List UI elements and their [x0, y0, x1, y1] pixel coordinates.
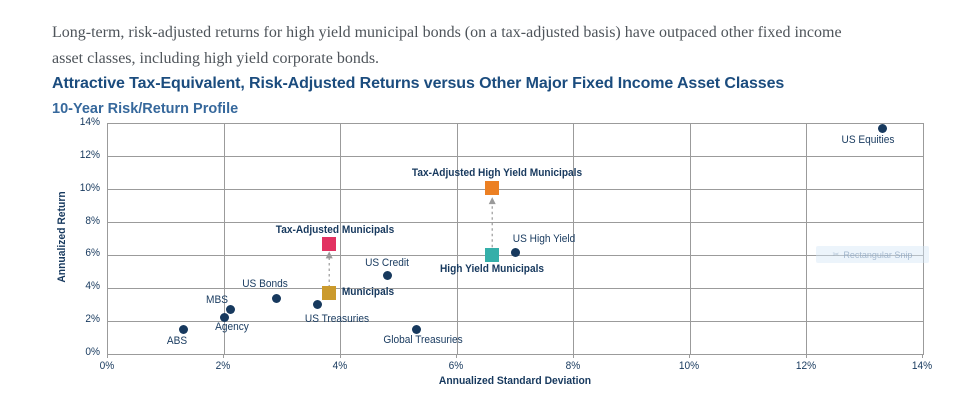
x-axis-tick	[456, 354, 458, 358]
x-axis-tick	[572, 354, 574, 358]
data-point-label: US Credit	[365, 257, 410, 270]
x-axis-tick	[922, 354, 923, 358]
x-axis-tick-label: 4%	[332, 360, 348, 372]
y-axis-tick-label: 2%	[85, 313, 100, 326]
data-point-marker	[485, 248, 500, 263]
x-axis-tick	[107, 354, 108, 358]
x-axis-tick-label: 0%	[99, 360, 115, 372]
data-point-label: ABS	[166, 335, 187, 348]
intro-paragraph: Long-term, risk-adjusted returns for hig…	[52, 20, 952, 72]
tax-adjustment-arrows	[325, 197, 496, 288]
data-point-label: US High Yield	[512, 233, 575, 246]
data-point-marker	[322, 236, 337, 251]
y-gridline	[108, 189, 923, 191]
x-gridline	[689, 124, 691, 354]
data-point-label: Tax-Adjusted Municipals	[275, 223, 395, 236]
data-point-label: Municipals	[342, 286, 395, 299]
x-gridline	[573, 124, 575, 354]
arrow-head-up-icon	[325, 251, 333, 259]
data-point-label: US Equities	[841, 133, 895, 146]
x-gridline	[340, 124, 342, 354]
data-point-marker	[219, 313, 229, 323]
data-point-label: Global Treasuries	[382, 334, 463, 347]
x-axis-tick-label: 8%	[565, 360, 581, 372]
x-axis-tick-label: 2%	[216, 360, 231, 372]
x-axis-tick	[805, 354, 807, 358]
x-gridline	[223, 124, 225, 354]
x-axis-tick-label: 12%	[795, 360, 816, 372]
data-point-label: US Treasuries	[304, 312, 369, 325]
data-point-marker	[225, 305, 235, 315]
data-point-label: US Bonds	[242, 278, 288, 291]
y-axis-tick-label: 4%	[85, 280, 100, 293]
y-gridline	[108, 287, 923, 289]
data-point-marker	[382, 270, 392, 280]
x-gridline	[806, 124, 808, 354]
chart-subtitle: 10-Year Risk/Return Profile	[52, 101, 239, 118]
data-point-marker	[877, 124, 887, 134]
data-point-marker	[313, 300, 323, 310]
y-gridline	[108, 222, 923, 224]
data-point-marker	[511, 247, 520, 257]
data-point-label: MBS	[206, 293, 229, 306]
data-point-marker	[412, 324, 422, 334]
x-axis-tick	[223, 354, 225, 358]
y-axis-tick-label: 6%	[85, 247, 100, 260]
x-axis-tick-label: 6%	[448, 360, 464, 372]
data-point-marker	[322, 286, 337, 301]
x-axis-title: Annualized Standard Deviation	[438, 375, 591, 387]
data-point-label: High Yield Municipals	[440, 263, 545, 276]
scissors-icon: ✂	[832, 250, 840, 259]
chart-title: Attractive Tax-Equivalent, Risk-Adjusted…	[52, 74, 785, 92]
plot-area: ABS Agency MBS US Bonds US Treasuries Municip…	[107, 123, 924, 355]
data-point-marker	[485, 181, 500, 196]
arrow-head-up-icon	[488, 197, 496, 205]
y-axis-tick-label: 0%	[85, 346, 100, 358]
data-point-label: Tax-Adjusted High Yield Municipals	[412, 167, 583, 180]
x-axis-tick-label: 14%	[911, 360, 933, 372]
intro-line-2: asset classes, including high yield corp…	[52, 50, 380, 67]
y-axis-tick-label: 14%	[79, 116, 100, 128]
x-axis-tick-label: 10%	[679, 360, 700, 372]
y-axis-title: Annualized Return	[56, 191, 68, 283]
x-gridline	[456, 124, 458, 354]
intro-line-1: Long-term, risk-adjusted returns for hig…	[52, 24, 842, 41]
x-axis-tick	[339, 354, 341, 358]
y-axis-tick-label: 10%	[79, 181, 100, 194]
y-gridline	[108, 320, 923, 322]
snip-tool-artifact: ✂ Rectangular Snip	[816, 246, 929, 263]
y-gridline	[108, 156, 923, 158]
data-point-label: Agency	[215, 320, 250, 333]
data-point-marker	[272, 293, 282, 303]
snip-tool-artifact-label: Rectangular Snip	[843, 249, 913, 260]
y-axis-tick-label: 8%	[85, 214, 100, 227]
y-axis-tick-label: 12%	[79, 148, 100, 161]
data-point-marker	[179, 324, 189, 334]
x-axis-tick	[689, 354, 691, 358]
